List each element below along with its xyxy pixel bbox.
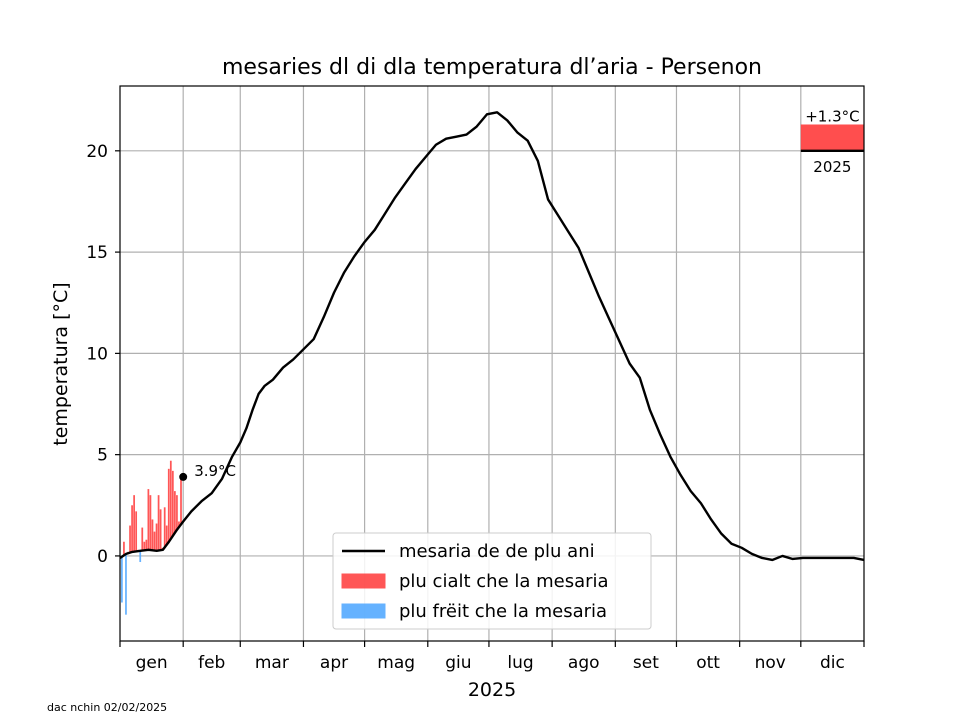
legend-entry-label: plu cialt che la mesaria [399,571,609,592]
annotations: 3.9°C [179,462,236,481]
warm-anomaly-bar [149,495,152,551]
daily-bars [121,460,182,615]
cold-anomaly-bar [125,553,127,615]
x-tick-label-feb: feb [198,653,225,673]
warm-anomaly-bar [133,495,135,552]
x-tick-label-ott: ott [696,653,720,673]
x-tick-label-nov: nov [755,653,786,673]
latest-value-label: 3.9°C [194,462,236,480]
y-tick-label: 20 [86,142,108,162]
warm-anomaly-bar [176,495,178,530]
x-tick-label-mar: mar [255,653,289,673]
warm-anomaly-bar [169,460,172,539]
legend: mesaria de de plu ani plu cialt che la me… [332,532,652,630]
year-summary: +1.3°C 2025 [800,107,864,176]
x-tick-label-apr: apr [320,653,348,673]
warm-anomaly-bar [171,470,174,536]
warm-anomaly-bar [123,541,125,556]
warm-anomaly-bar [167,468,170,542]
y-tick-label: 15 [86,243,108,263]
warm-anomaly-bar [153,531,156,551]
grid-lines [120,86,864,641]
x-tick-label-mag: mag [377,653,415,673]
axis-ticks: 0 5 10 15 20 gen feb mar apr mag giu lug ago set ott no… [86,142,865,673]
warm-anomaly-bar [174,491,176,533]
y-tick-label: 10 [86,344,108,364]
x-tick-label-ago: ago [568,653,600,673]
mean-temperature-line [119,111,865,562]
legend-swatch-patch [341,603,386,619]
mean-line-layer [119,111,865,562]
warm-anomaly-bar [163,507,166,548]
warm-anomaly-bar [159,509,162,551]
x-tick-label-gen: gen [136,653,168,673]
cold-anomaly-bar [121,556,123,603]
warm-anomaly-bar [165,525,168,545]
warm-anomaly-bar [135,511,138,552]
legend-entry-label: mesaria de de plu ani [399,541,595,562]
warm-anomaly-bar [147,489,150,550]
warm-anomaly-bar [131,505,133,552]
y-tick-label: 5 [97,446,108,466]
axes-frame [119,85,865,642]
y-tick-label: 0 [97,547,108,567]
warm-anomaly-bar [180,476,182,525]
warm-anomaly-bar [145,539,148,551]
cold-anomaly-bar [139,550,142,563]
y-axis-label: temperatura [°C] [50,282,72,445]
warm-anomaly-bar [178,521,180,527]
warm-anomaly-bar [155,523,158,551]
legend-swatch-patch [341,573,386,589]
year-label: 2025 [813,158,851,176]
warm-anomaly-bar [151,519,154,551]
x-tick-label-giu: giu [445,653,471,673]
legend-entry-label: plu frëit che la mesaria [399,601,607,622]
warm-anomaly-bar [141,527,144,551]
warm-anomaly-bar [157,495,160,551]
year-anomaly-bar [800,124,864,151]
chart-title: mesaries dl di dla temperatura dl’aria -… [222,55,762,80]
legend-box [332,532,652,630]
year-anomaly-label: +1.3°C [805,107,859,125]
x-tick-label-lug: lug [507,653,533,673]
x-axis-label: 2025 [468,679,516,701]
warm-anomaly-bar [129,525,131,553]
x-tick-label-dic: dic [820,653,845,673]
warm-anomaly-bar [143,541,146,551]
x-tick-label-set: set [633,653,659,673]
latest-value-point [179,472,188,481]
footer-credit: dac nchin 02/02/2025 [47,701,168,714]
